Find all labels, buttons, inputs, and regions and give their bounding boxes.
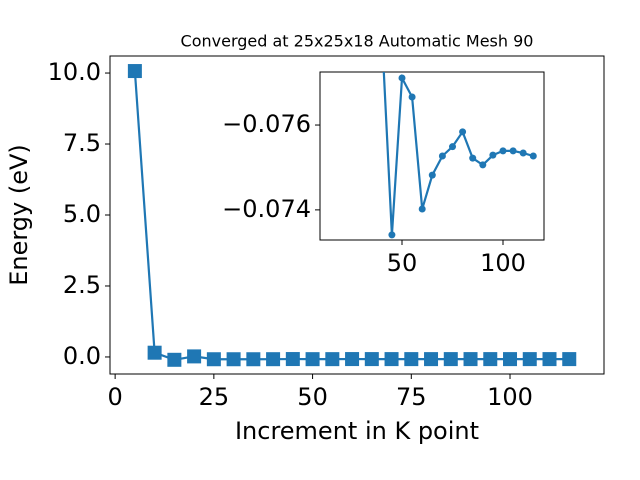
marker (206, 352, 221, 367)
x-tick-label: 100 (480, 249, 526, 277)
y-tick-label: −0.074 (222, 195, 311, 223)
marker (449, 143, 457, 151)
marker (127, 64, 142, 79)
marker (364, 352, 379, 367)
marker (398, 74, 406, 82)
marker (529, 152, 537, 160)
chart-title: Converged at 25x25x18 Automatic Mesh 90 (181, 32, 534, 51)
marker (503, 352, 518, 367)
marker (226, 352, 241, 367)
marker (562, 352, 577, 367)
plot-clip (382, 72, 537, 239)
plot-clip (127, 64, 577, 367)
marker (384, 352, 399, 367)
plot-area (319, 71, 545, 241)
y-tick-label: −0.076 (222, 110, 311, 138)
x-tick-label: 0 (107, 383, 122, 411)
y-tick-label: 2.5 (63, 271, 101, 299)
marker (147, 345, 162, 360)
y-tick-label: 10.0 (48, 58, 101, 86)
marker (167, 352, 182, 367)
marker (388, 231, 396, 239)
marker (459, 128, 467, 136)
marker (424, 352, 439, 367)
marker (519, 149, 527, 157)
marker (479, 161, 487, 169)
marker (408, 93, 416, 101)
marker (285, 352, 300, 367)
marker (418, 205, 426, 213)
x-tick-label: 100 (487, 383, 533, 411)
marker (325, 352, 340, 367)
y-axis-label: Energy (eV) (5, 144, 33, 286)
marker (509, 147, 517, 155)
marker (428, 171, 436, 179)
marker (345, 352, 360, 367)
x-axis-label: Increment in K point (235, 417, 479, 445)
marker (404, 352, 419, 367)
marker (522, 352, 537, 367)
marker (187, 349, 202, 364)
marker (469, 154, 477, 162)
marker (438, 152, 446, 160)
x-tick-label: 50 (387, 249, 418, 277)
series-line (382, 72, 534, 235)
x-tick-label: 50 (297, 383, 328, 411)
marker (542, 352, 557, 367)
marker (499, 147, 507, 155)
x-tick-label: 25 (199, 383, 230, 411)
x-tick-label: 75 (396, 383, 427, 411)
marker (246, 352, 261, 367)
marker (305, 352, 320, 367)
y-tick-label: 5.0 (63, 200, 101, 228)
y-tick-label: 0.0 (63, 342, 101, 370)
marker (463, 352, 478, 367)
marker (443, 352, 458, 367)
y-tick-label: 7.5 (63, 129, 101, 157)
marker (489, 151, 497, 159)
marker (483, 352, 498, 367)
marker (266, 352, 281, 367)
